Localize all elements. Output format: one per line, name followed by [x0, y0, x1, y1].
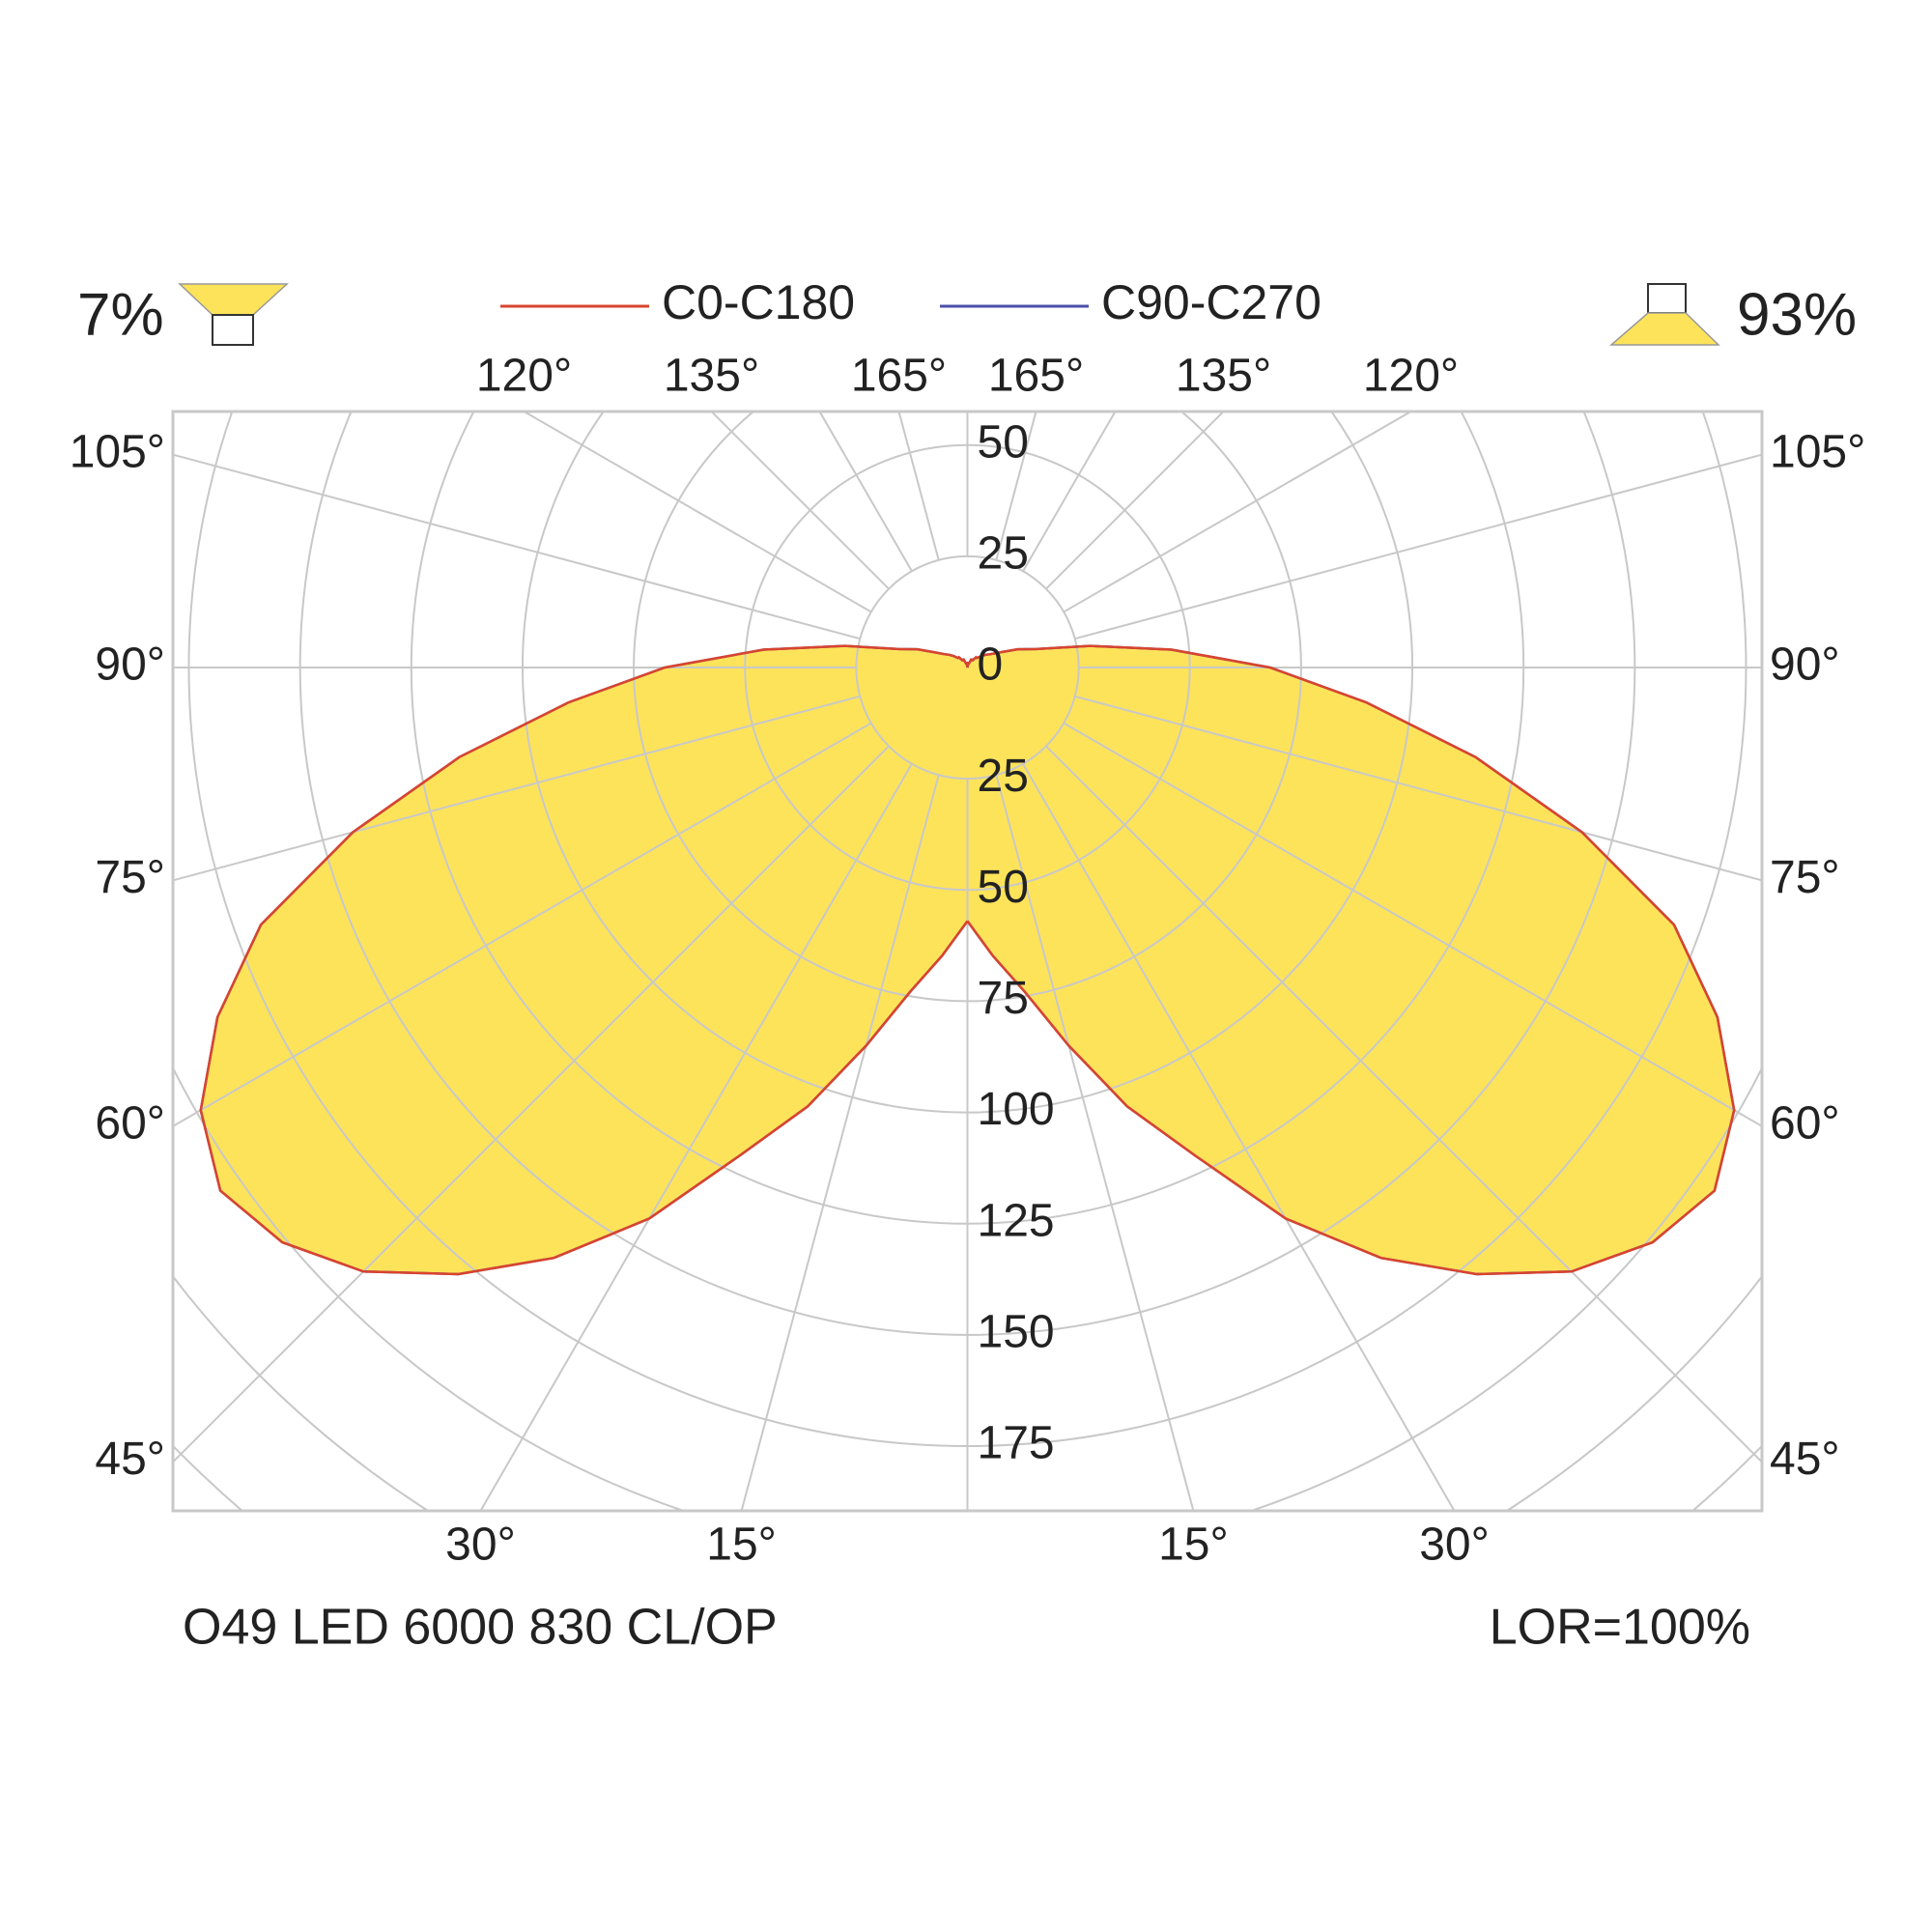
theta-tick-label: 15°	[1158, 1520, 1229, 1571]
up-light-ratio: 7%	[77, 281, 164, 348]
radial-line	[710, 412, 890, 590]
fill-layer	[200, 645, 1735, 1274]
down-light-icon	[1608, 312, 1720, 346]
theta-tick-label: 135°	[1176, 351, 1271, 402]
r-tick-label: 50	[978, 416, 1029, 468]
theta-tick-label: 135°	[664, 351, 759, 402]
down-light-ratio: 93%	[1737, 281, 1857, 348]
r-tick-label: 50	[978, 862, 1029, 913]
radial-line	[479, 763, 913, 1511]
lor: LOR=100%	[1490, 1600, 1750, 1656]
legend-label: C0-C180	[662, 275, 855, 329]
r-tick-label: 25	[978, 751, 1029, 802]
radial-line	[1045, 412, 1225, 590]
r-tick-label: 150	[978, 1307, 1055, 1358]
luminaire-name: O49 LED 6000 830 CL/OP	[183, 1600, 778, 1656]
r-tick-label: 25	[978, 528, 1029, 580]
legend: C0-C180 C90-C270	[500, 275, 1321, 329]
theta-tick-label: 105°	[70, 426, 165, 477]
legend-label: C90-C270	[1101, 275, 1321, 329]
theta-tick-label: 105°	[1770, 426, 1865, 477]
r-tick-label: 175	[978, 1418, 1055, 1469]
intensity-curve	[966, 644, 1736, 1276]
theta-tick-label: 15°	[706, 1520, 777, 1571]
radial-line	[1063, 722, 1762, 1128]
theta-tick-label: 75°	[1770, 852, 1840, 903]
theta-tick-label: 165°	[988, 351, 1084, 402]
radial-line	[173, 453, 861, 640]
area-fill	[967, 645, 1735, 1274]
r-tick-label: 75	[978, 973, 1029, 1024]
theta-tick-label: 45°	[1770, 1434, 1840, 1485]
theta-tick-label: 30°	[1419, 1520, 1490, 1571]
radial-line	[173, 695, 861, 882]
r-tick-label: 0	[978, 639, 1004, 691]
theta-tick-label: 120°	[476, 351, 572, 402]
intensity-curve	[199, 644, 969, 1276]
theta-tick-label: 90°	[95, 639, 165, 691]
frame	[171, 410, 1764, 1513]
radial-line	[173, 722, 872, 1128]
theta-tick-label: 165°	[851, 351, 947, 402]
radial-line	[1074, 453, 1762, 640]
luminaire-icon	[212, 314, 254, 346]
radial-line	[740, 774, 940, 1511]
radial-line	[1022, 763, 1456, 1511]
radial-line	[1063, 412, 1413, 613]
theta-tick-label: 90°	[1770, 639, 1840, 691]
radial-line	[1045, 745, 1762, 1463]
theta-tick-label: 75°	[95, 852, 165, 903]
theta-tick-label: 60°	[1770, 1098, 1840, 1150]
theta-tick-label: 120°	[1363, 351, 1459, 402]
theta-tick-label: 60°	[95, 1098, 165, 1150]
r-tick-label: 100	[978, 1084, 1055, 1135]
area-fill	[200, 645, 968, 1274]
curve-layer	[199, 644, 1736, 1276]
r-tick-label: 125	[978, 1195, 1055, 1246]
label-layer: 0 25 25 50 50 75 100 125 150 175 15° 15° 30° 30° 45° 45…	[70, 351, 1866, 1571]
radial-line	[1074, 695, 1762, 882]
theta-tick-label: 45°	[95, 1434, 165, 1485]
theta-tick-label: 30°	[445, 1520, 516, 1571]
radial-line	[995, 774, 1195, 1511]
luminaire-icon	[1647, 283, 1687, 314]
radial-line	[173, 745, 890, 1463]
radial-line	[522, 412, 872, 613]
